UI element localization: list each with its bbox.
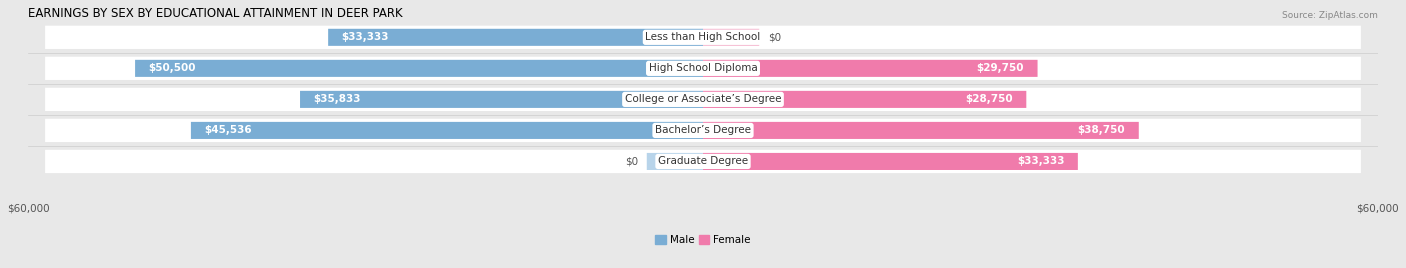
- Text: $0: $0: [624, 157, 638, 166]
- FancyBboxPatch shape: [45, 88, 1361, 111]
- Text: $29,750: $29,750: [977, 63, 1024, 73]
- Legend: Male, Female: Male, Female: [651, 231, 755, 249]
- Text: $33,333: $33,333: [342, 32, 389, 42]
- Text: High School Diploma: High School Diploma: [648, 63, 758, 73]
- FancyBboxPatch shape: [703, 122, 1139, 139]
- FancyBboxPatch shape: [45, 26, 1361, 49]
- FancyBboxPatch shape: [328, 29, 703, 46]
- Text: Graduate Degree: Graduate Degree: [658, 157, 748, 166]
- FancyBboxPatch shape: [703, 153, 1078, 170]
- Text: EARNINGS BY SEX BY EDUCATIONAL ATTAINMENT IN DEER PARK: EARNINGS BY SEX BY EDUCATIONAL ATTAINMEN…: [28, 7, 404, 20]
- Text: $50,500: $50,500: [149, 63, 195, 73]
- FancyBboxPatch shape: [703, 91, 1026, 108]
- FancyBboxPatch shape: [45, 150, 1361, 173]
- FancyBboxPatch shape: [703, 60, 1038, 77]
- Text: $38,750: $38,750: [1077, 125, 1125, 135]
- Text: $0: $0: [768, 32, 782, 42]
- FancyBboxPatch shape: [45, 57, 1361, 80]
- FancyBboxPatch shape: [299, 91, 703, 108]
- Text: $28,750: $28,750: [965, 94, 1012, 105]
- Text: Less than High School: Less than High School: [645, 32, 761, 42]
- FancyBboxPatch shape: [45, 119, 1361, 142]
- Text: $45,536: $45,536: [204, 125, 252, 135]
- FancyBboxPatch shape: [135, 60, 703, 77]
- FancyBboxPatch shape: [703, 29, 759, 46]
- Text: $35,833: $35,833: [314, 94, 361, 105]
- Text: Source: ZipAtlas.com: Source: ZipAtlas.com: [1282, 11, 1378, 20]
- Text: $33,333: $33,333: [1017, 157, 1064, 166]
- Text: Bachelor’s Degree: Bachelor’s Degree: [655, 125, 751, 135]
- Text: College or Associate’s Degree: College or Associate’s Degree: [624, 94, 782, 105]
- FancyBboxPatch shape: [191, 122, 703, 139]
- FancyBboxPatch shape: [647, 153, 703, 170]
